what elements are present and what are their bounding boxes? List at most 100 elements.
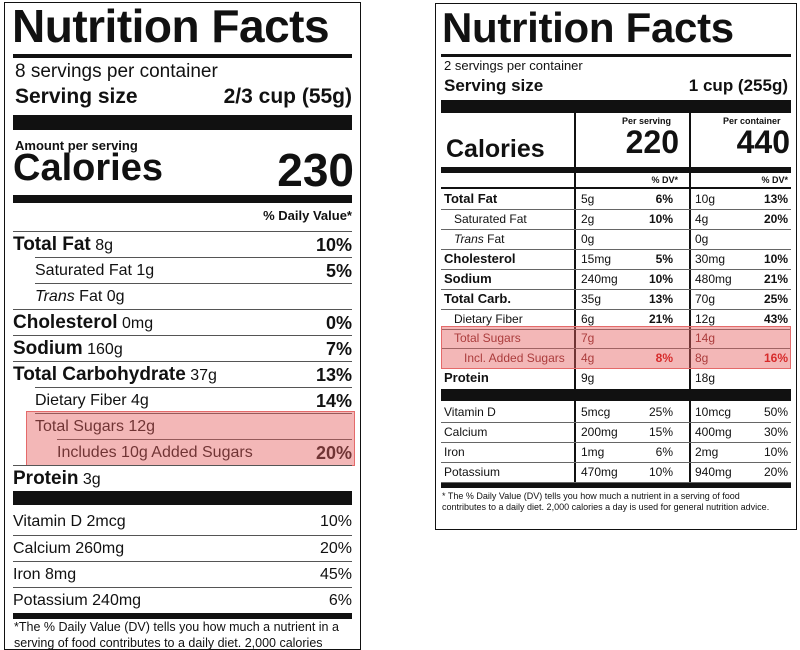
nutrient-name: Saturated Fat 1g	[35, 262, 155, 279]
nutrient-name: Calcium	[444, 425, 488, 439]
dv-per-container: 50%	[763, 405, 788, 419]
amount-per-serving: 4g	[581, 351, 595, 365]
daily-value: 5%	[325, 261, 352, 281]
nutrient-name: Cholesterol	[444, 251, 516, 266]
calories-label: Calories	[446, 135, 545, 163]
label-title: Nutrition Facts	[442, 4, 734, 51]
amount-per-container: 0g	[695, 232, 709, 246]
nutrient-name: Total Carbohydrate	[13, 364, 186, 385]
table-row: Total Fat 5g 6% 10g 13%	[441, 189, 791, 210]
nutrient-name: Iron 8mg	[13, 566, 77, 583]
per-serving-header: Per serving	[622, 116, 672, 126]
dv-per-serving: 10%	[648, 212, 673, 226]
amount-per-serving: 7g	[581, 331, 595, 345]
dv-header-serving: % DV*	[651, 175, 678, 185]
column-divider	[689, 113, 691, 485]
nutrient-name: Total Carb.	[444, 291, 511, 306]
amount-per-serving: 35g	[581, 292, 602, 306]
row-calcium: Calcium 260mg 20%	[13, 535, 352, 562]
row-dietary-fiber: Dietary Fiber 4g 14%	[35, 387, 352, 414]
nutrient-name: Total Fat	[13, 234, 91, 255]
daily-value: 13%	[315, 365, 352, 385]
amount-per-container: 940mg	[695, 465, 732, 479]
nutrient-name: Trans Fat	[454, 229, 504, 249]
thick-divider	[13, 491, 352, 505]
column-divider	[574, 113, 576, 485]
nutrient-name: Incl. Added Sugars	[464, 351, 565, 365]
amount-per-container: 18g	[695, 371, 716, 385]
nutrient-name: Vitamin D	[444, 405, 496, 419]
serving-size-value: 1 cup (255g)	[688, 76, 788, 95]
thick-divider	[13, 115, 352, 130]
nutrient-name: Includes 10g Added Sugars	[57, 444, 253, 461]
nutrient-name-rest: Fat	[483, 232, 505, 246]
divider	[441, 54, 791, 57]
medium-divider	[441, 483, 791, 488]
dv-per-serving: 15%	[648, 425, 673, 439]
nutrient-name: Potassium	[444, 465, 501, 479]
nutrient-name: Total Sugars 12g	[35, 418, 156, 435]
nutrient-amount: 0mg	[121, 315, 154, 332]
nutrient-name: Dietary Fiber	[454, 312, 523, 326]
dv-per-serving: 13%	[648, 292, 673, 306]
trans-italic: Trans	[35, 288, 75, 305]
dv-per-serving: 25%	[648, 405, 673, 419]
table-row: Calcium 200mg 15% 400mg 30%	[441, 422, 791, 443]
serving-size-label: Serving size	[15, 85, 138, 108]
daily-value: 7%	[325, 339, 352, 359]
row-total-fat: Total Fat 8g 10%	[13, 231, 352, 258]
divider	[13, 54, 352, 58]
dv-per-container: 25%	[763, 292, 788, 306]
table-row: Saturated Fat 2g 10% 4g 20%	[441, 209, 791, 230]
daily-value: 10%	[315, 235, 352, 255]
nutrition-label-single-column: Nutrition Facts 8 servings per container…	[4, 2, 361, 650]
daily-value: 14%	[315, 391, 352, 411]
nutrient-amount: 8g	[95, 237, 114, 254]
dv-per-container: 30%	[763, 425, 788, 439]
table-row: Total Carb. 35g 13% 70g 25%	[441, 289, 791, 310]
amount-per-container: 70g	[695, 292, 716, 306]
dv-per-serving: 10%	[648, 272, 673, 286]
daily-value: 10%	[319, 513, 352, 530]
amount-per-serving: 5mcg	[581, 405, 611, 419]
amount-per-serving: 9g	[581, 371, 595, 385]
calories-label: Calories	[13, 147, 163, 189]
dv-per-container: 10%	[763, 252, 788, 266]
calories-per-serving: 220	[625, 124, 679, 160]
row-saturated-fat: Saturated Fat 1g 5%	[35, 257, 352, 284]
nutrient-name: Protein	[13, 468, 79, 489]
dv-per-serving: 8%	[655, 351, 673, 365]
amount-per-container: 10mcg	[695, 405, 732, 419]
row-protein: Protein 3g	[13, 465, 352, 492]
dv-per-container: 43%	[763, 312, 788, 326]
nutrient-name: Protein	[444, 370, 489, 385]
amount-per-serving: 6g	[581, 312, 595, 326]
nutrient-name: Cholesterol	[13, 312, 118, 333]
dv-per-container: 10%	[763, 445, 788, 459]
nutrient-name: Fat 0g	[79, 288, 125, 305]
amount-per-serving: 15mg	[581, 252, 612, 266]
amount-per-serving: 2g	[581, 212, 595, 226]
row-iron: Iron 8mg 45%	[13, 561, 352, 588]
amount-per-container: 14g	[695, 331, 716, 345]
amount-per-container: 2mg	[695, 445, 719, 459]
servings-per-container: 2 servings per container	[444, 58, 583, 73]
divider	[441, 187, 791, 189]
nutrient-name: Vitamin D 2mcg	[13, 513, 126, 530]
nutrient-amount: 37g	[190, 367, 217, 384]
calories-per-container: 440	[736, 124, 790, 160]
nutrient-name: Total Fat	[444, 191, 498, 206]
nutrition-label-dual-column: Nutrition Facts 2 servings per container…	[435, 3, 797, 530]
table-row: Iron 1mg 6% 2mg 10%	[441, 442, 791, 463]
calories-value: 230	[277, 144, 354, 196]
trans-italic: Trans	[454, 232, 484, 246]
label-title: Nutrition Facts	[12, 2, 330, 52]
amount-per-container: 12g	[695, 312, 716, 326]
footnote: *The % Daily Value (DV) tells you how mu…	[14, 620, 339, 650]
dv-per-container: 21%	[763, 272, 788, 286]
nutrient-name: Total Sugars	[454, 331, 521, 345]
amount-per-container: 10g	[695, 192, 716, 206]
amount-per-serving: Amount per serving	[15, 138, 138, 153]
row-trans-fat: Trans Fat 0g	[35, 283, 352, 310]
amount-per-serving: 240mg	[581, 272, 618, 286]
